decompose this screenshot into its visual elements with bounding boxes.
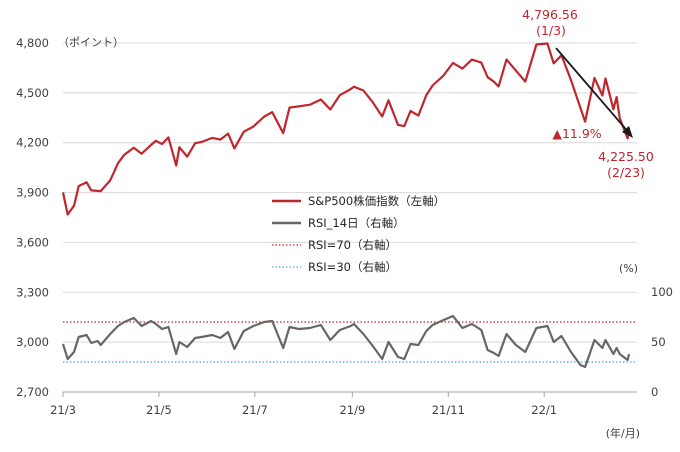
- trough-value-label: 4,225.50: [598, 149, 654, 164]
- left-tick-label-0: 4,800: [16, 36, 49, 50]
- left-tick-label-1: 4,500: [16, 86, 49, 100]
- right-tick-label-2: 0: [651, 385, 658, 399]
- legend-label-rsi: RSI_14日（右軸）: [308, 216, 405, 230]
- right-axis-unit-label: (%): [619, 262, 638, 275]
- rsi-reference-lines: [63, 321, 637, 363]
- legend-label-rsi30: RSI=30（右軸）: [308, 260, 397, 274]
- x-axis-unit-label: (年/月): [606, 426, 640, 440]
- x-tick-label-5: 22/1: [531, 403, 557, 417]
- series-lines: [61, 42, 631, 369]
- rsi-line: [61, 314, 631, 369]
- x-tick-label-3: 21/9: [339, 403, 365, 417]
- peak-value-label: 4,796.56: [522, 7, 578, 22]
- left-tick-label-2: 4,200: [16, 136, 49, 150]
- x-tick-label-0: 21/3: [50, 403, 76, 417]
- x-tick-label-1: 21/5: [146, 403, 172, 417]
- left-tick-label-6: 3,000: [16, 335, 49, 349]
- left-tick-label-7: 2,700: [16, 385, 49, 399]
- right-tick-label-1: 50: [651, 335, 666, 349]
- x-tick-label-2: 21/7: [242, 403, 268, 417]
- trough-date-label: (2/23): [607, 165, 645, 180]
- decline-arrow: [555, 47, 631, 135]
- sp500-line: [61, 42, 631, 216]
- axes: 4,800 4,500 4,200 3,900 3,600 3,300 3,000 2,700…: [16, 36, 673, 417]
- legend: S&P500株価指数（左軸） RSI_14日（右軸） RSI=70（右軸） RS…: [272, 194, 445, 274]
- x-tick-label-4: 21/11: [432, 403, 465, 417]
- right-tick-label-0: 100: [651, 285, 673, 299]
- decline-label: ▲11.9%: [552, 126, 601, 141]
- gridlines: [63, 42, 637, 343]
- left-tick-label-3: 3,900: [16, 186, 49, 200]
- legend-label-sp500: S&P500株価指数（左軸）: [308, 194, 445, 208]
- decline-arrow-head: [622, 126, 633, 138]
- peak-date-label: (1/3): [536, 23, 566, 38]
- legend-label-rsi70: RSI=70（右軸）: [308, 238, 397, 252]
- left-tick-label-5: 3,300: [16, 285, 49, 299]
- left-axis-unit-label: （ポイント）: [58, 36, 124, 49]
- annotations: 4,796.56 (1/3) ▲11.9% 4,225.50 (2/23): [522, 7, 654, 180]
- left-tick-label-4: 3,600: [16, 235, 49, 249]
